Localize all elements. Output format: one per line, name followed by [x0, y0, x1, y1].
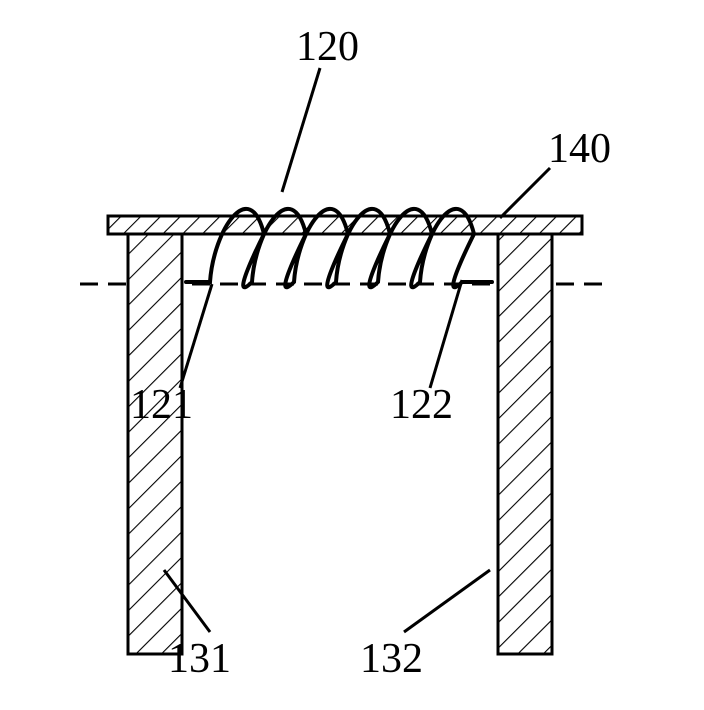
- label-mid_right: 122: [390, 382, 453, 428]
- pillar-left: [128, 234, 182, 654]
- leader-top_right: [500, 168, 550, 218]
- diagram-svg: 120 140 121 122 131 132: [0, 0, 704, 710]
- label-bot_left: 131: [168, 636, 231, 682]
- leader-mid_left: [180, 284, 212, 388]
- label-mid_left: 121: [130, 382, 193, 428]
- label-top_left: 120: [296, 24, 359, 70]
- leader-bot_right: [404, 570, 490, 632]
- label-bot_right: 132: [360, 636, 423, 682]
- label-top_right: 140: [548, 126, 611, 172]
- leader-mid_right: [430, 280, 462, 388]
- pillar-right: [498, 234, 552, 654]
- leader-top_left: [282, 68, 320, 192]
